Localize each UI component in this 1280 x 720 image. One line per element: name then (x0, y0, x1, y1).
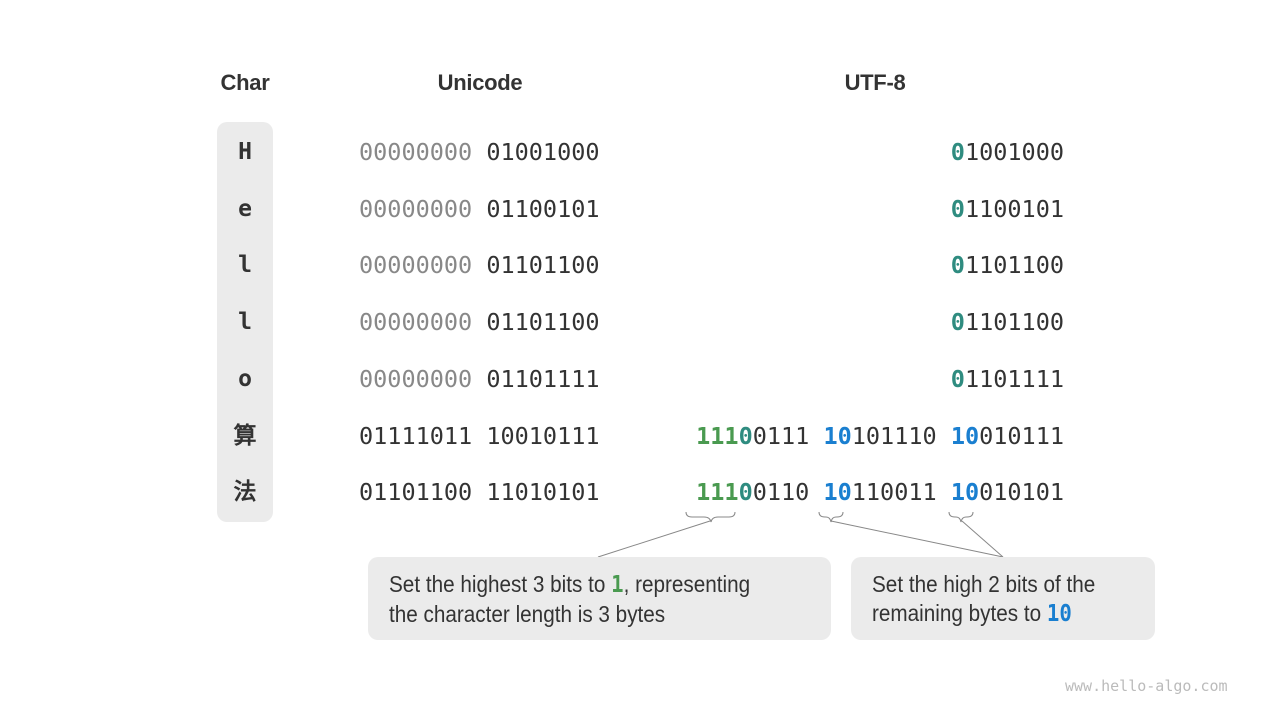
watermark: www.hello-algo.com (1065, 677, 1228, 695)
utf8-cell: 01101111 (951, 364, 1064, 394)
unicode-low-byte: 01101111 (486, 365, 600, 393)
utf8-payload-bits: 1101100 (964, 251, 1064, 279)
connector-1 (597, 520, 711, 558)
header-char: Char (220, 70, 270, 95)
brace-lead-bits (685, 511, 736, 523)
unicode-high-byte: 00000000 (359, 251, 473, 279)
callout-highlight: 1 (611, 572, 624, 598)
utf8-cell: 11100110 10110011 10010101 (696, 477, 1064, 507)
unicode-cell: 00000000 01101100 (359, 250, 600, 280)
unicode-high-byte: 00000000 (359, 138, 473, 166)
callout-highlight: 10 (1046, 601, 1072, 627)
callout-text: the character length is 3 bytes (389, 601, 666, 627)
unicode-low-byte: 10010111 (486, 422, 600, 450)
unicode-low-byte: 01101100 (486, 251, 600, 279)
utf8-payload-bits: 0111 (752, 422, 824, 450)
unicode-high-byte: 00000000 (359, 195, 473, 223)
unicode-high-byte: 01111011 (359, 422, 473, 450)
utf8-marker-bits: 111 (696, 478, 739, 506)
callout-text: , representing (623, 571, 751, 597)
char-cell: H (238, 139, 252, 165)
utf8-payload-bits: 1101100 (964, 308, 1064, 336)
char-cell: l (238, 309, 252, 335)
callout-lead-bits: Set the highest 3 bits to 1, representin… (368, 557, 831, 640)
brace-cont-1 (818, 511, 844, 523)
connector-2 (830, 520, 1004, 558)
utf8-marker-bits: 0 (950, 251, 965, 279)
unicode-cell: 00000000 01100101 (359, 194, 600, 224)
utf8-marker-bits: 0 (950, 138, 965, 166)
utf8-marker-bits: 10 (950, 422, 980, 450)
utf8-payload-bits: 101110 (851, 422, 951, 450)
utf8-cell: 01001000 (951, 137, 1064, 167)
unicode-high-byte: 01101100 (359, 478, 473, 506)
utf8-payload-bits: 1001000 (964, 138, 1064, 166)
unicode-high-byte: 00000000 (359, 365, 473, 393)
connector-3 (961, 520, 1004, 558)
char-cell: o (238, 366, 252, 392)
unicode-cell: 00000000 01101111 (359, 364, 600, 394)
unicode-cell: 00000000 01101100 (359, 307, 600, 337)
char-cell: 法 (233, 479, 257, 505)
utf8-cell: 11100111 10101110 10010111 (696, 421, 1064, 451)
utf8-marker-bits: 0 (950, 195, 965, 223)
unicode-high-byte: 00000000 (359, 308, 473, 336)
brace-cont-2 (948, 511, 974, 523)
unicode-low-byte: 01001000 (486, 138, 600, 166)
header-utf8: UTF-8 (844, 70, 906, 95)
char-cell: e (238, 196, 252, 222)
header-unicode: Unicode (437, 70, 523, 95)
utf8-payload-bits: 110011 (851, 478, 951, 506)
utf8-marker-bits: 0 (738, 478, 753, 506)
unicode-cell: 00000000 01001000 (359, 137, 600, 167)
utf8-marker-bits: 10 (823, 478, 852, 506)
unicode-cell: 01111011 10010111 (359, 421, 600, 451)
utf8-cell: 01100101 (951, 194, 1064, 224)
unicode-low-byte: 01101100 (486, 308, 600, 336)
utf8-cell: 01101100 (951, 250, 1064, 280)
char-cell: 算 (233, 423, 257, 449)
utf8-payload-bits: 1101111 (964, 365, 1064, 393)
char-column (217, 122, 273, 522)
char-cell: l (238, 252, 252, 278)
utf8-cell: 01101100 (951, 307, 1064, 337)
unicode-cell: 01101100 11010101 (359, 477, 600, 507)
utf8-marker-bits: 0 (950, 308, 965, 336)
utf8-payload-bits: 010101 (979, 478, 1064, 506)
utf8-marker-bits: 10 (950, 478, 980, 506)
utf8-payload-bits: 0110 (752, 478, 824, 506)
unicode-low-byte: 11010101 (486, 478, 600, 506)
callout-text: Set the highest 3 bits to (389, 571, 612, 597)
callout-text: Set the high 2 bits of the (872, 571, 1096, 597)
utf8-payload-bits: 1100101 (964, 195, 1064, 223)
utf8-marker-bits: 10 (823, 422, 852, 450)
utf8-marker-bits: 0 (950, 365, 965, 393)
utf8-payload-bits: 010111 (979, 422, 1064, 450)
utf8-marker-bits: 0 (738, 422, 753, 450)
callout-text: remaining bytes to (872, 600, 1047, 626)
callout-continuation-bits: Set the high 2 bits of the remaining byt… (851, 557, 1155, 640)
unicode-low-byte: 01100101 (486, 195, 600, 223)
utf8-marker-bits: 111 (696, 422, 739, 450)
